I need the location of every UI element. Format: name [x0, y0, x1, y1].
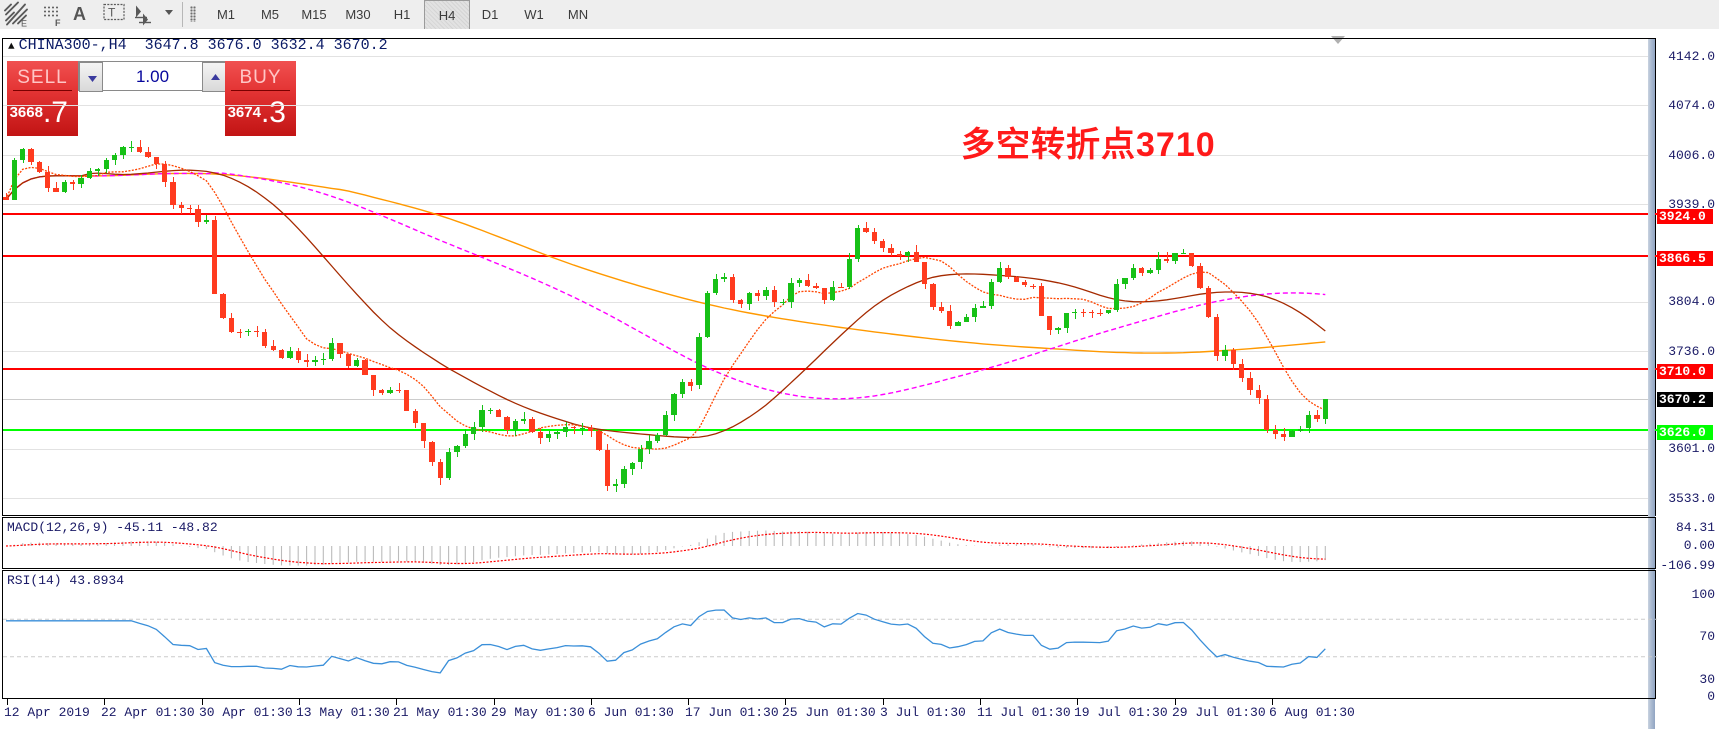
- svg-text:T: T: [108, 6, 116, 20]
- svg-text:E: E: [21, 19, 27, 29]
